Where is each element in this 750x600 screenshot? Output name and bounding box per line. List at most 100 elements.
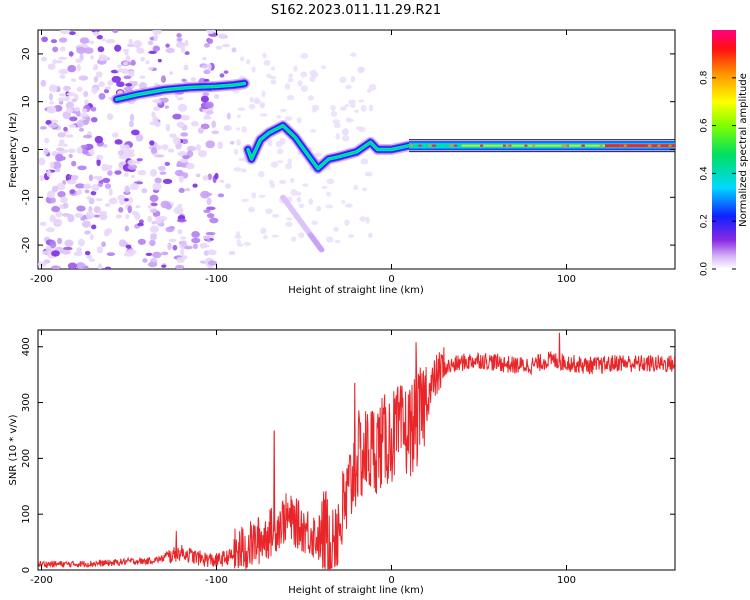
- noise-blob: [62, 111, 72, 120]
- noise-blob: [104, 164, 113, 171]
- colorbar-tick-label: 0.6: [700, 118, 710, 133]
- noise-blob: [300, 53, 309, 59]
- noise-blob: [320, 65, 327, 69]
- noise-blob: [77, 189, 83, 196]
- noise-blob: [164, 105, 170, 109]
- noise-blob: [147, 205, 152, 209]
- noise-blob: [206, 30, 216, 35]
- noise-blob: [67, 64, 77, 73]
- noise-blob: [223, 125, 232, 131]
- noise-blob: [207, 38, 214, 45]
- noise-blob: [83, 134, 92, 139]
- noise-blob: [263, 234, 268, 240]
- noise-blob: [286, 217, 293, 221]
- noise-blob: [149, 239, 156, 247]
- noise-blob: [76, 247, 83, 254]
- noise-blob: [165, 226, 175, 233]
- noise-blob: [43, 259, 51, 264]
- noise-blob: [41, 36, 48, 43]
- noise-blob: [128, 120, 134, 128]
- noise-blob: [245, 58, 251, 65]
- y-tick-label: 20: [21, 48, 32, 61]
- noise-blob: [86, 254, 93, 259]
- noise-blob: [172, 113, 182, 120]
- noise-blob: [214, 172, 219, 180]
- noise-blob: [101, 241, 106, 248]
- noise-blob: [206, 239, 211, 243]
- noise-blob: [137, 222, 144, 227]
- noise-blob: [149, 225, 160, 233]
- noise-blob: [290, 236, 297, 242]
- noise-blob: [312, 108, 317, 113]
- noise-blob: [129, 182, 139, 191]
- noise-blob: [46, 190, 56, 199]
- noise-blob: [296, 196, 302, 203]
- noise-blob: [128, 197, 134, 204]
- noise-blob: [60, 46, 66, 52]
- noise-blob: [97, 46, 105, 53]
- noise-blob: [95, 154, 104, 161]
- noise-blob: [45, 119, 52, 126]
- noise-blob: [345, 84, 352, 90]
- noise-blob: [89, 55, 94, 60]
- noise-blob: [179, 158, 189, 164]
- noise-blob: [56, 237, 63, 245]
- noise-blob: [117, 194, 126, 201]
- noise-blob: [259, 102, 266, 109]
- noise-blob: [126, 249, 137, 255]
- colorbar-tick-label: 0.8: [700, 70, 710, 85]
- noise-blob: [326, 178, 335, 185]
- noise-blob: [127, 164, 138, 171]
- noise-blob: [269, 183, 276, 188]
- x-tick-label: 100: [557, 274, 576, 285]
- noise-blob: [48, 123, 58, 128]
- noise-blob: [73, 106, 81, 112]
- noise-blob: [128, 38, 133, 46]
- noise-blob: [190, 76, 196, 82]
- ridge-speckle: [418, 144, 422, 147]
- noise-blob: [233, 148, 239, 156]
- noise-blob: [334, 239, 341, 244]
- noise-blob: [203, 64, 209, 68]
- noise-blob: [208, 260, 218, 266]
- noise-blob: [81, 108, 88, 114]
- noise-blob: [153, 33, 158, 42]
- y-tick-label: -20: [21, 237, 32, 253]
- noise-blob: [75, 262, 86, 269]
- ridge-speckle: [649, 144, 653, 147]
- noise-blob: [75, 183, 85, 189]
- noise-blob: [76, 64, 81, 72]
- noise-blob: [271, 234, 279, 238]
- noise-blob: [285, 163, 293, 170]
- ridge-speckle: [532, 144, 536, 147]
- noise-blob: [59, 139, 65, 145]
- noise-blob: [180, 44, 186, 53]
- ridge-speckle: [651, 144, 655, 147]
- noise-blob: [76, 119, 84, 128]
- noise-blob: [293, 65, 298, 72]
- noise-blob: [200, 123, 210, 130]
- ridge-speckle: [599, 144, 603, 147]
- noise-blob: [219, 73, 225, 78]
- noise-blob: [148, 66, 153, 71]
- noise-blob: [174, 169, 184, 177]
- noise-blob: [151, 111, 156, 118]
- noise-blob: [236, 127, 241, 131]
- noise-blob: [60, 30, 71, 35]
- noise-blob: [177, 203, 183, 208]
- noise-blob: [169, 133, 177, 139]
- noise-blob: [67, 262, 78, 269]
- noise-blob: [211, 120, 217, 129]
- noise-blob: [184, 187, 191, 192]
- noise-blob: [195, 144, 202, 151]
- noise-blob: [341, 129, 349, 136]
- noise-blob: [177, 229, 183, 235]
- x-tick-label: 0: [388, 274, 394, 285]
- noise-blob: [90, 190, 97, 196]
- noise-blob: [147, 215, 153, 223]
- noise-blob: [262, 52, 267, 59]
- noise-blob: [311, 220, 318, 226]
- noise-blob: [325, 191, 331, 197]
- noise-blob: [207, 63, 212, 71]
